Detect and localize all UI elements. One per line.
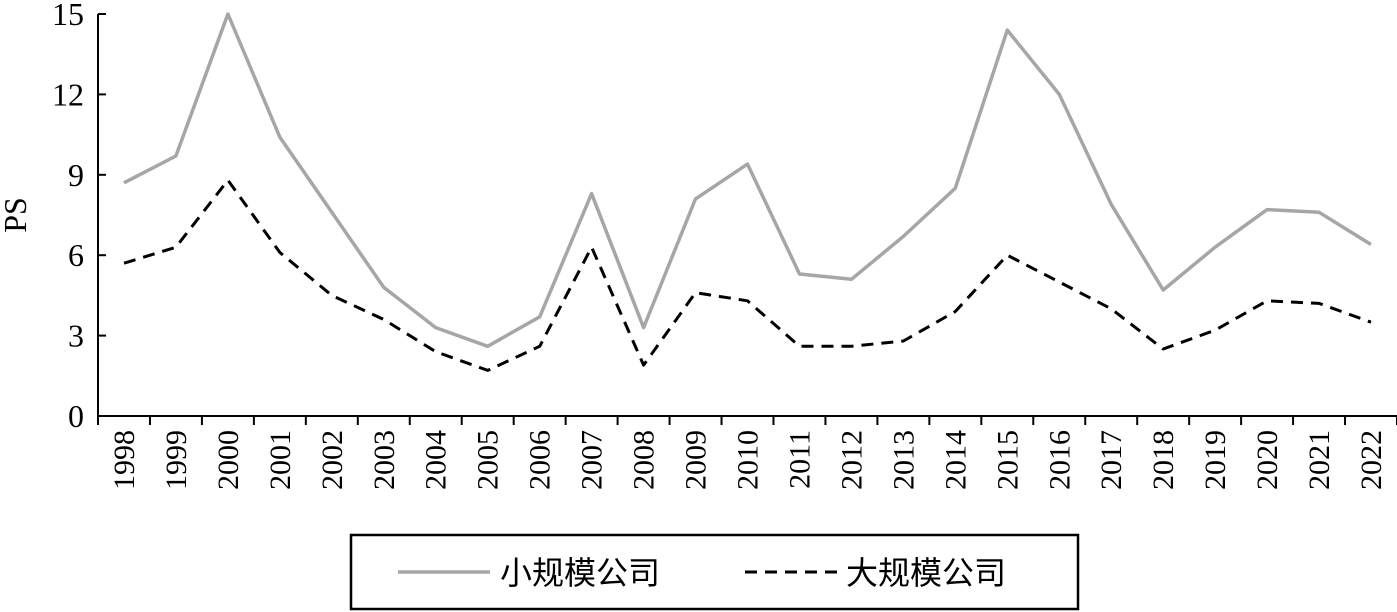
- data-point: [694, 197, 698, 201]
- data-point: [694, 291, 698, 295]
- plot-series: [122, 12, 1373, 372]
- legend-label: 大规模公司: [846, 555, 1006, 591]
- data-point: [1317, 210, 1321, 214]
- data-point: [1005, 253, 1009, 257]
- data-point: [1057, 92, 1061, 96]
- x-tick-label: 2017: [1095, 430, 1128, 490]
- data-point: [590, 245, 594, 249]
- data-point: [330, 293, 334, 297]
- x-tick-label: 2014: [939, 430, 972, 490]
- x-tick-label: 2010: [732, 430, 765, 490]
- data-point: [174, 245, 178, 249]
- data-point: [1265, 208, 1269, 212]
- data-point: [1317, 301, 1321, 305]
- data-point: [642, 326, 646, 330]
- data-point: [226, 178, 230, 182]
- data-point: [434, 326, 438, 330]
- y-tick-label: 9: [68, 157, 84, 193]
- data-point: [1005, 28, 1009, 32]
- data-point: [174, 154, 178, 158]
- data-point: [434, 350, 438, 354]
- x-tick-label: 2006: [524, 430, 557, 490]
- data-point: [642, 363, 646, 367]
- data-point: [122, 261, 126, 265]
- legend: 小规模公司 大规模公司: [349, 533, 1080, 611]
- y-tick-label: 6: [68, 237, 84, 273]
- x-tick-label: 2003: [368, 430, 401, 490]
- x-tick-label: 2002: [316, 430, 349, 490]
- data-point: [1109, 307, 1113, 311]
- x-tick-label: 2009: [680, 430, 713, 490]
- x-tick-label: 2019: [1199, 430, 1232, 490]
- x-tick-label: 2007: [576, 430, 609, 490]
- x-tick-label: 2008: [628, 430, 661, 490]
- data-point: [1161, 288, 1165, 292]
- data-point: [278, 251, 282, 255]
- x-tick-label: 2012: [835, 430, 868, 490]
- data-point: [538, 344, 542, 348]
- data-point: [330, 210, 334, 214]
- data-point: [382, 285, 386, 289]
- x-tick-label: 2004: [420, 430, 453, 490]
- data-point: [746, 299, 750, 303]
- data-point: [849, 344, 853, 348]
- data-point: [486, 368, 490, 372]
- x-tick-label: 2000: [212, 430, 245, 490]
- y-tick-label: 12: [52, 76, 84, 112]
- data-point: [797, 344, 801, 348]
- data-point: [590, 192, 594, 196]
- x-tick-label: 2022: [1355, 430, 1388, 490]
- y-tick-label: 15: [52, 0, 84, 32]
- x-tick-label: 1999: [160, 430, 193, 490]
- x-tick-label: 2013: [887, 430, 920, 490]
- x-axis: 1998 1999 2000 2001 2002 2003 2004 2005 2006 2007…: [97, 415, 1397, 490]
- x-tick-label: 1998: [108, 430, 141, 490]
- data-point: [1265, 299, 1269, 303]
- data-point: [1213, 328, 1217, 332]
- legend-label: 小规模公司: [500, 555, 660, 591]
- data-point: [122, 181, 126, 185]
- data-point: [226, 12, 230, 16]
- x-tick-label: 2005: [472, 430, 505, 490]
- x-tick-label: 2021: [1303, 430, 1336, 490]
- series-line: [123, 178, 1372, 372]
- data-point: [278, 135, 282, 139]
- data-point: [953, 309, 957, 313]
- data-point: [382, 318, 386, 322]
- data-point: [901, 339, 905, 343]
- data-point: [1161, 347, 1165, 351]
- x-tick-label: 2016: [1043, 430, 1076, 490]
- data-point: [797, 272, 801, 276]
- y-tick-label: 3: [68, 318, 84, 354]
- y-tick-label: 0: [68, 398, 84, 434]
- data-point: [1057, 280, 1061, 284]
- data-point: [1369, 320, 1373, 324]
- data-point: [1369, 242, 1373, 246]
- data-point: [1213, 245, 1217, 249]
- data-point: [1109, 202, 1113, 206]
- x-tick-label: 2011: [783, 430, 816, 489]
- x-tick-label: 2020: [1251, 430, 1284, 490]
- x-tick-label: 2018: [1147, 430, 1180, 490]
- data-point: [538, 315, 542, 319]
- data-point: [901, 234, 905, 238]
- y-axis-title: PS: [0, 197, 33, 233]
- data-point: [953, 186, 957, 190]
- y-axis: 0 3 6 9 12 15: [52, 0, 106, 434]
- series-line: [123, 12, 1372, 349]
- data-point: [486, 344, 490, 348]
- data-point: [746, 162, 750, 166]
- x-tick-label: 2015: [991, 430, 1024, 490]
- x-tick-label: 2001: [264, 430, 297, 490]
- data-point: [849, 277, 853, 281]
